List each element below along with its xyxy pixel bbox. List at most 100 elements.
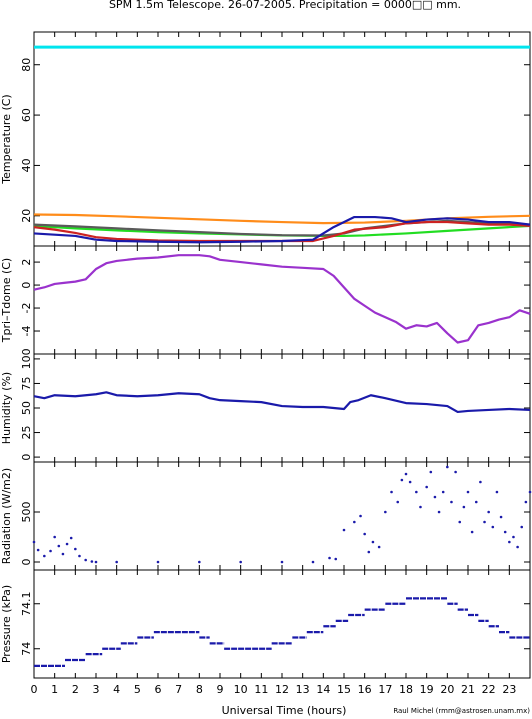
x-axis-title: Universal Time (hours) xyxy=(222,704,347,717)
series-line xyxy=(33,220,531,243)
data-point xyxy=(94,560,98,564)
y-axis-title: Humidity (%) xyxy=(0,372,13,444)
data-point xyxy=(512,535,515,539)
panel-frame xyxy=(33,353,531,463)
y-tick-label: 100 xyxy=(20,348,33,369)
y-axis-title: Radiation (W/m2) xyxy=(0,468,13,564)
panel-tdiff: -4 -2 0 2 Tpri–Tdome (C) xyxy=(0,245,531,355)
y-tick-label: 80 xyxy=(20,58,33,72)
y-tick-label: 74.1 xyxy=(20,592,33,617)
data-point xyxy=(280,560,284,564)
data-point xyxy=(363,532,366,536)
x-tick-label: 16 xyxy=(358,683,372,696)
x-tick-label: 5 xyxy=(134,683,141,696)
x-tick-label: 8 xyxy=(196,683,203,696)
data-point xyxy=(429,470,433,474)
data-point xyxy=(487,510,490,514)
y-tick-label: 60 xyxy=(20,108,33,122)
data-point xyxy=(446,465,449,469)
data-point xyxy=(377,545,381,549)
panel-frame xyxy=(33,31,531,247)
panels: 20 40 60 80 Temperature (C) -4 -2 0 2 Tpri–Tdome … xyxy=(0,31,532,679)
data-point xyxy=(239,560,242,564)
y-tick-label: 0 xyxy=(20,282,33,289)
data-point xyxy=(425,485,428,489)
y-tick-label: 74 xyxy=(20,642,33,656)
y-tick-label: 20 xyxy=(20,209,33,223)
data-point xyxy=(115,560,118,564)
data-point xyxy=(36,548,40,552)
panel-radiation: 0 500 Radiation (W/m2) xyxy=(0,461,532,571)
x-tick-label: 19 xyxy=(420,683,434,696)
data-point xyxy=(198,560,201,564)
y-tick-label: 0 xyxy=(20,559,33,566)
data-point xyxy=(371,540,375,544)
x-tick-label: 23 xyxy=(502,683,516,696)
data-point xyxy=(84,558,87,562)
series-line xyxy=(33,391,531,414)
x-tick-label: 2 xyxy=(72,683,79,696)
y-tick-label: 25 xyxy=(20,426,33,440)
x-tick-label: 7 xyxy=(175,683,182,696)
figure-title: SPM 1.5m Telescope. 26-07-2005. Precipit… xyxy=(109,0,461,11)
x-tick-label: 4 xyxy=(113,683,120,696)
data-point xyxy=(400,478,404,482)
data-point xyxy=(49,549,52,553)
data-point xyxy=(328,556,331,560)
x-tick-label: 21 xyxy=(461,683,475,696)
data-point xyxy=(367,550,371,554)
data-point xyxy=(61,552,65,556)
y-tick-label: 0 xyxy=(20,454,33,461)
x-tick-label: 11 xyxy=(254,683,268,696)
y-axis-title: Tpri–Tdome (C) xyxy=(0,258,13,343)
data-point xyxy=(508,540,511,544)
y-tick-label: -2 xyxy=(20,303,33,314)
data-point xyxy=(450,500,453,504)
data-point xyxy=(520,525,524,529)
y-tick-label: 75 xyxy=(20,376,33,390)
data-point xyxy=(32,540,36,544)
data-point xyxy=(462,505,466,509)
x-tick-label: 20 xyxy=(440,683,454,696)
data-point xyxy=(78,554,81,558)
data-point xyxy=(458,520,462,524)
x-tick-label: 1 xyxy=(51,683,58,696)
series-line xyxy=(33,254,531,344)
data-point xyxy=(479,480,482,484)
data-point xyxy=(311,560,315,564)
data-point xyxy=(404,472,408,476)
x-tick-label: 10 xyxy=(234,683,248,696)
data-point xyxy=(499,515,503,519)
data-point xyxy=(454,470,457,474)
x-tick-label: 9 xyxy=(217,683,224,696)
y-tick-label: 2 xyxy=(20,259,33,266)
data-point xyxy=(483,520,486,524)
data-point xyxy=(474,500,478,504)
data-point xyxy=(390,490,393,494)
x-tick-label: 18 xyxy=(399,683,413,696)
data-point xyxy=(437,510,441,514)
data-point xyxy=(53,535,56,539)
x-tick-label: 14 xyxy=(316,683,330,696)
panel-temperature: 20 40 60 80 Temperature (C) xyxy=(0,31,531,247)
data-point xyxy=(415,490,418,494)
data-point xyxy=(43,554,46,558)
x-tick-label: 3 xyxy=(93,683,100,696)
x-tick-label: 13 xyxy=(296,683,310,696)
data-point xyxy=(441,490,445,494)
x-tick-label: 22 xyxy=(482,683,496,696)
data-point xyxy=(74,547,77,551)
y-axis-title: Pressure (kPa) xyxy=(0,585,13,663)
data-point xyxy=(524,500,528,504)
y-tick-label: 50 xyxy=(20,401,33,415)
y-axis-title: Temperature (C) xyxy=(0,94,13,184)
data-point xyxy=(516,545,519,549)
data-point xyxy=(57,544,61,548)
data-point xyxy=(495,490,499,494)
panel-frame xyxy=(33,569,531,679)
y-tick-label: -4 xyxy=(20,326,33,337)
credit-text: Raul Michel (rmm@astrosen.unam.mx) xyxy=(393,707,530,715)
x-tick-label: 17 xyxy=(378,683,392,696)
data-point xyxy=(156,560,160,564)
